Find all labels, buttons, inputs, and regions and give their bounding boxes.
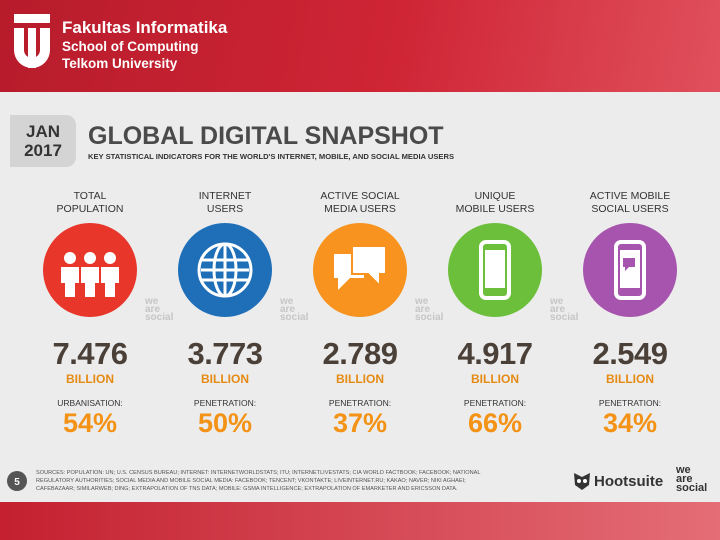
watermark-word: social bbox=[415, 312, 444, 323]
watermark: we are social bbox=[280, 296, 309, 323]
stat-label: MEDIA USERS bbox=[324, 203, 396, 215]
footer-strip bbox=[0, 502, 720, 540]
watermark: we are social bbox=[415, 296, 444, 323]
stat-label: SOCIAL USERS bbox=[591, 203, 669, 215]
watermark-word: are bbox=[550, 304, 566, 315]
stat-label: INTERNET bbox=[198, 190, 252, 202]
watermark-word: social bbox=[550, 312, 579, 323]
stat-label: TOTAL bbox=[73, 190, 107, 202]
stat-figures: 3.773 BILLION PENETRATION: 50% bbox=[158, 336, 292, 439]
stat-column: ACTIVE MOBILE SOCIAL USERS bbox=[563, 190, 697, 216]
badge-year: 2017 bbox=[24, 141, 62, 160]
icon-part bbox=[104, 252, 116, 264]
stat-icon bbox=[43, 223, 137, 317]
stat-unit: BILLION bbox=[336, 372, 384, 386]
slide-title: GLOBAL DIGITAL SNAPSHOT bbox=[88, 122, 444, 150]
watermark-word: are bbox=[145, 304, 161, 315]
icon-part bbox=[61, 267, 79, 297]
stat-value: 7.476 bbox=[52, 336, 128, 371]
stat-column: TOTAL POPULATION bbox=[23, 190, 157, 216]
header-line: Fakultas Informatika bbox=[62, 18, 228, 37]
watermark-word: we bbox=[280, 296, 294, 307]
stat-sub-value: 34% bbox=[602, 408, 658, 438]
header-line: School of Computing bbox=[62, 39, 199, 54]
watermark-word: we bbox=[550, 296, 564, 307]
watermark-word: are bbox=[415, 304, 431, 315]
stat-sub-value: 66% bbox=[467, 408, 523, 438]
stat-sub-label: URBANISATION: bbox=[57, 398, 123, 408]
header: Fakultas Informatika School of Computing… bbox=[0, 0, 720, 92]
stat-column: ACTIVE SOCIAL MEDIA USERS bbox=[293, 190, 427, 216]
stat-figures: 2.789 BILLION PENETRATION: 37% bbox=[293, 336, 427, 439]
slide-subtitle: KEY STATISTICAL INDICATORS FOR THE WORLD… bbox=[88, 152, 455, 161]
stat-unit: BILLION bbox=[201, 372, 249, 386]
stat-value: 2.549 bbox=[592, 336, 668, 371]
icon-part bbox=[620, 250, 640, 288]
watermark-word: social bbox=[145, 312, 174, 323]
stat-sub-label: PENETRATION: bbox=[598, 398, 662, 408]
stat-column: UNIQUE MOBILE USERS bbox=[428, 190, 562, 216]
watermark-word: we bbox=[415, 296, 429, 307]
icon-part bbox=[64, 252, 76, 264]
hootsuite-owl bbox=[574, 473, 590, 490]
stat-figures: 4.917 BILLION PENETRATION: 66% bbox=[428, 336, 562, 439]
icon-part bbox=[81, 267, 99, 297]
stat-label: MOBILE USERS bbox=[455, 203, 535, 215]
logo bbox=[14, 14, 50, 68]
brand-social: we are social bbox=[676, 464, 708, 494]
stat-value: 2.789 bbox=[322, 336, 398, 371]
stat-value: 4.917 bbox=[457, 336, 533, 371]
watermark-word: are bbox=[280, 304, 296, 315]
header-line: Telkom University bbox=[62, 56, 178, 71]
icon-part bbox=[351, 245, 387, 289]
brand: Hootsuite bbox=[594, 473, 664, 490]
stat-sub-label: PENETRATION: bbox=[193, 398, 257, 408]
icon-part bbox=[623, 258, 635, 271]
stat-value: 3.773 bbox=[187, 336, 263, 371]
stat-label: USERS bbox=[206, 203, 244, 215]
watermark-word: we bbox=[145, 296, 159, 307]
stat-icon bbox=[178, 223, 272, 317]
stat-sub-label: PENETRATION: bbox=[463, 398, 527, 408]
stat-sub-value: 50% bbox=[197, 408, 253, 438]
stat-icon bbox=[448, 223, 542, 317]
stat-unit: BILLION bbox=[606, 372, 654, 386]
stat-unit: BILLION bbox=[471, 372, 519, 386]
stat-label: POPULATION bbox=[56, 203, 124, 215]
stat-label: ACTIVE SOCIAL bbox=[320, 190, 400, 202]
page-number: 5 bbox=[14, 477, 20, 488]
brand-word: we bbox=[676, 464, 691, 476]
stat-figures: 7.476 BILLION URBANISATION: 54% bbox=[23, 336, 157, 439]
badge-month: JAN bbox=[25, 122, 60, 141]
stat-sub-value: 54% bbox=[62, 408, 118, 438]
stat-figures: 2.549 BILLION PENETRATION: 34% bbox=[563, 336, 697, 439]
watermark: we are social bbox=[145, 296, 174, 323]
date-badge: JAN 2017 bbox=[10, 115, 76, 167]
stat-label: ACTIVE MOBILE bbox=[589, 190, 671, 202]
brand-word: are bbox=[676, 473, 693, 485]
stat-icon bbox=[313, 223, 407, 317]
watermark: we are social bbox=[550, 296, 579, 323]
page-badge: 5 bbox=[7, 471, 27, 491]
icon-part bbox=[485, 250, 505, 288]
icon-part bbox=[101, 267, 119, 297]
stat-sub-label: PENETRATION: bbox=[328, 398, 392, 408]
icon-part bbox=[614, 240, 646, 300]
icon-part bbox=[84, 252, 96, 264]
icon-part bbox=[479, 240, 511, 300]
stat-sub-value: 37% bbox=[332, 408, 388, 438]
watermark-word: social bbox=[280, 312, 309, 323]
stat-icon bbox=[583, 223, 677, 317]
brand-word: social bbox=[676, 482, 708, 494]
stat-unit: BILLION bbox=[66, 372, 114, 386]
sources: SOURCES: POPULATION: UN; U.S. CENSUS BUR… bbox=[36, 470, 481, 492]
stat-label: UNIQUE bbox=[474, 190, 516, 202]
stat-column: INTERNET USERS bbox=[158, 190, 292, 216]
